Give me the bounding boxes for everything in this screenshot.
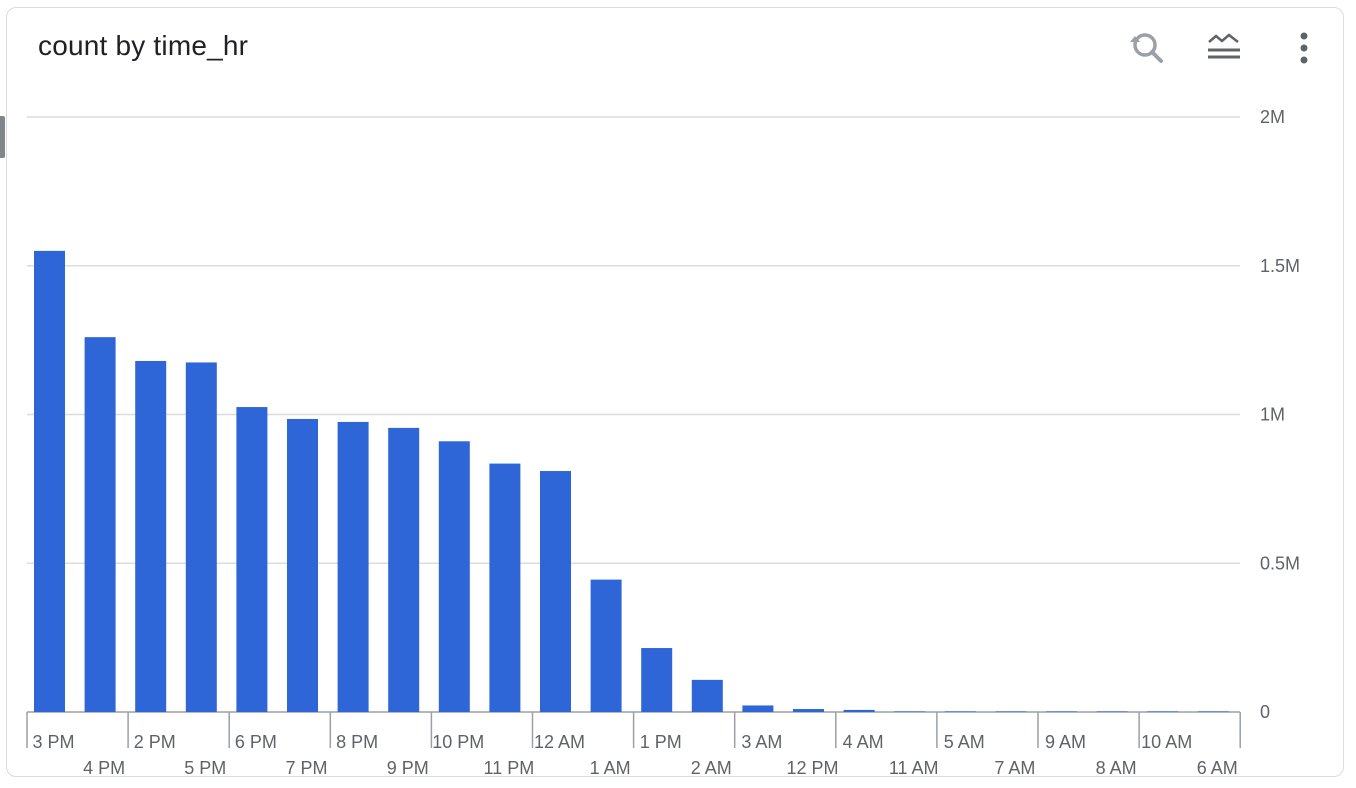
x-tick-label: 6 PM <box>235 732 277 752</box>
x-tick-label: 11 PM <box>484 758 535 778</box>
bar[interactable] <box>590 579 622 712</box>
bar[interactable] <box>135 360 167 712</box>
x-tick-label: 4 AM <box>843 732 884 752</box>
bar[interactable] <box>1197 711 1229 712</box>
x-tick-label: 8 AM <box>1096 758 1137 778</box>
bar[interactable] <box>489 463 521 712</box>
y-axis: 0 0.5M 1M 1.5M 2M <box>1260 107 1300 722</box>
x-tick-label: 11 AM <box>889 758 939 778</box>
x-tick-label: 5 PM <box>184 758 226 778</box>
x-tick-label: 10 AM <box>1141 732 1192 752</box>
x-tick-label: 1 AM <box>590 758 631 778</box>
bar[interactable] <box>944 711 976 712</box>
x-tick-label: 2 AM <box>691 758 732 778</box>
x-tick-label: 5 AM <box>944 732 985 752</box>
bar[interactable] <box>34 250 65 712</box>
legend-toggle-icon[interactable] <box>1202 26 1246 70</box>
bar[interactable] <box>894 711 926 712</box>
bar[interactable] <box>185 362 217 712</box>
x-tick-label: 12 PM <box>786 758 838 778</box>
bar[interactable] <box>1096 711 1128 712</box>
bar[interactable] <box>995 711 1027 712</box>
x-tick-label: 8 PM <box>336 732 378 752</box>
bar[interactable] <box>337 421 369 712</box>
bar[interactable] <box>287 418 318 712</box>
bar[interactable] <box>843 709 875 712</box>
bar[interactable] <box>641 648 673 712</box>
bar[interactable] <box>236 407 268 712</box>
bar[interactable] <box>84 337 116 712</box>
x-tick-label: 12 AM <box>534 732 585 752</box>
bar[interactable] <box>691 679 723 712</box>
x-tick-label: 4 PM <box>83 758 125 778</box>
x-tick-label: 1 PM <box>640 732 682 752</box>
bar[interactable] <box>438 441 470 712</box>
bar[interactable] <box>1046 711 1077 712</box>
y-tick-label: 2M <box>1260 107 1285 127</box>
bar[interactable] <box>540 471 571 712</box>
bars <box>34 250 1229 712</box>
chart-card <box>6 7 1344 777</box>
x-tick-label: 7 AM <box>994 758 1035 778</box>
x-tick-label: 2 PM <box>134 732 176 752</box>
x-tick-label: 10 PM <box>432 732 484 752</box>
y-tick-label: 0.5M <box>1260 553 1300 573</box>
x-tick-label: 3 AM <box>741 732 782 752</box>
x-tick-label: 3 PM <box>32 732 74 752</box>
x-tick-label: 7 PM <box>285 758 327 778</box>
y-tick-label: 1.5M <box>1260 256 1300 276</box>
chart-title: count by time_hr <box>38 30 249 61</box>
zoom-reset-icon[interactable] <box>1121 26 1165 70</box>
x-tick-label: 9 AM <box>1045 732 1086 752</box>
bar[interactable] <box>793 709 824 712</box>
gridlines <box>27 116 1240 713</box>
x-tick-label: 9 PM <box>387 758 429 778</box>
bar[interactable] <box>1147 711 1179 712</box>
y-tick-label: 1M <box>1260 405 1285 425</box>
x-tick-label: 6 AM <box>1197 758 1238 778</box>
resize-handle[interactable] <box>0 116 5 158</box>
bar[interactable] <box>742 705 774 712</box>
more-vert-icon[interactable] <box>1282 26 1326 70</box>
y-tick-label: 0 <box>1260 702 1270 722</box>
bar[interactable] <box>388 427 420 712</box>
